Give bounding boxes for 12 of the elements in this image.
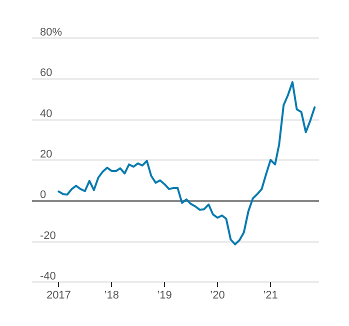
x-tick-label: 2017 <box>46 290 71 302</box>
y-tick-label: -20 <box>40 230 56 242</box>
y-tick-label: 60 <box>40 67 52 80</box>
x-tick-label: ’19 <box>157 290 172 302</box>
y-tick-label: -40 <box>40 270 56 282</box>
y-tick-label: 20 <box>40 148 52 160</box>
x-tick-label: ’18 <box>104 290 119 302</box>
y-tick-label: 80% <box>40 26 62 38</box>
y-tick-label: 0 <box>40 189 46 202</box>
x-tick-label: ’21 <box>263 290 278 302</box>
y-tick-label: 40 <box>40 108 52 120</box>
x-tick-label: ’20 <box>210 290 225 302</box>
